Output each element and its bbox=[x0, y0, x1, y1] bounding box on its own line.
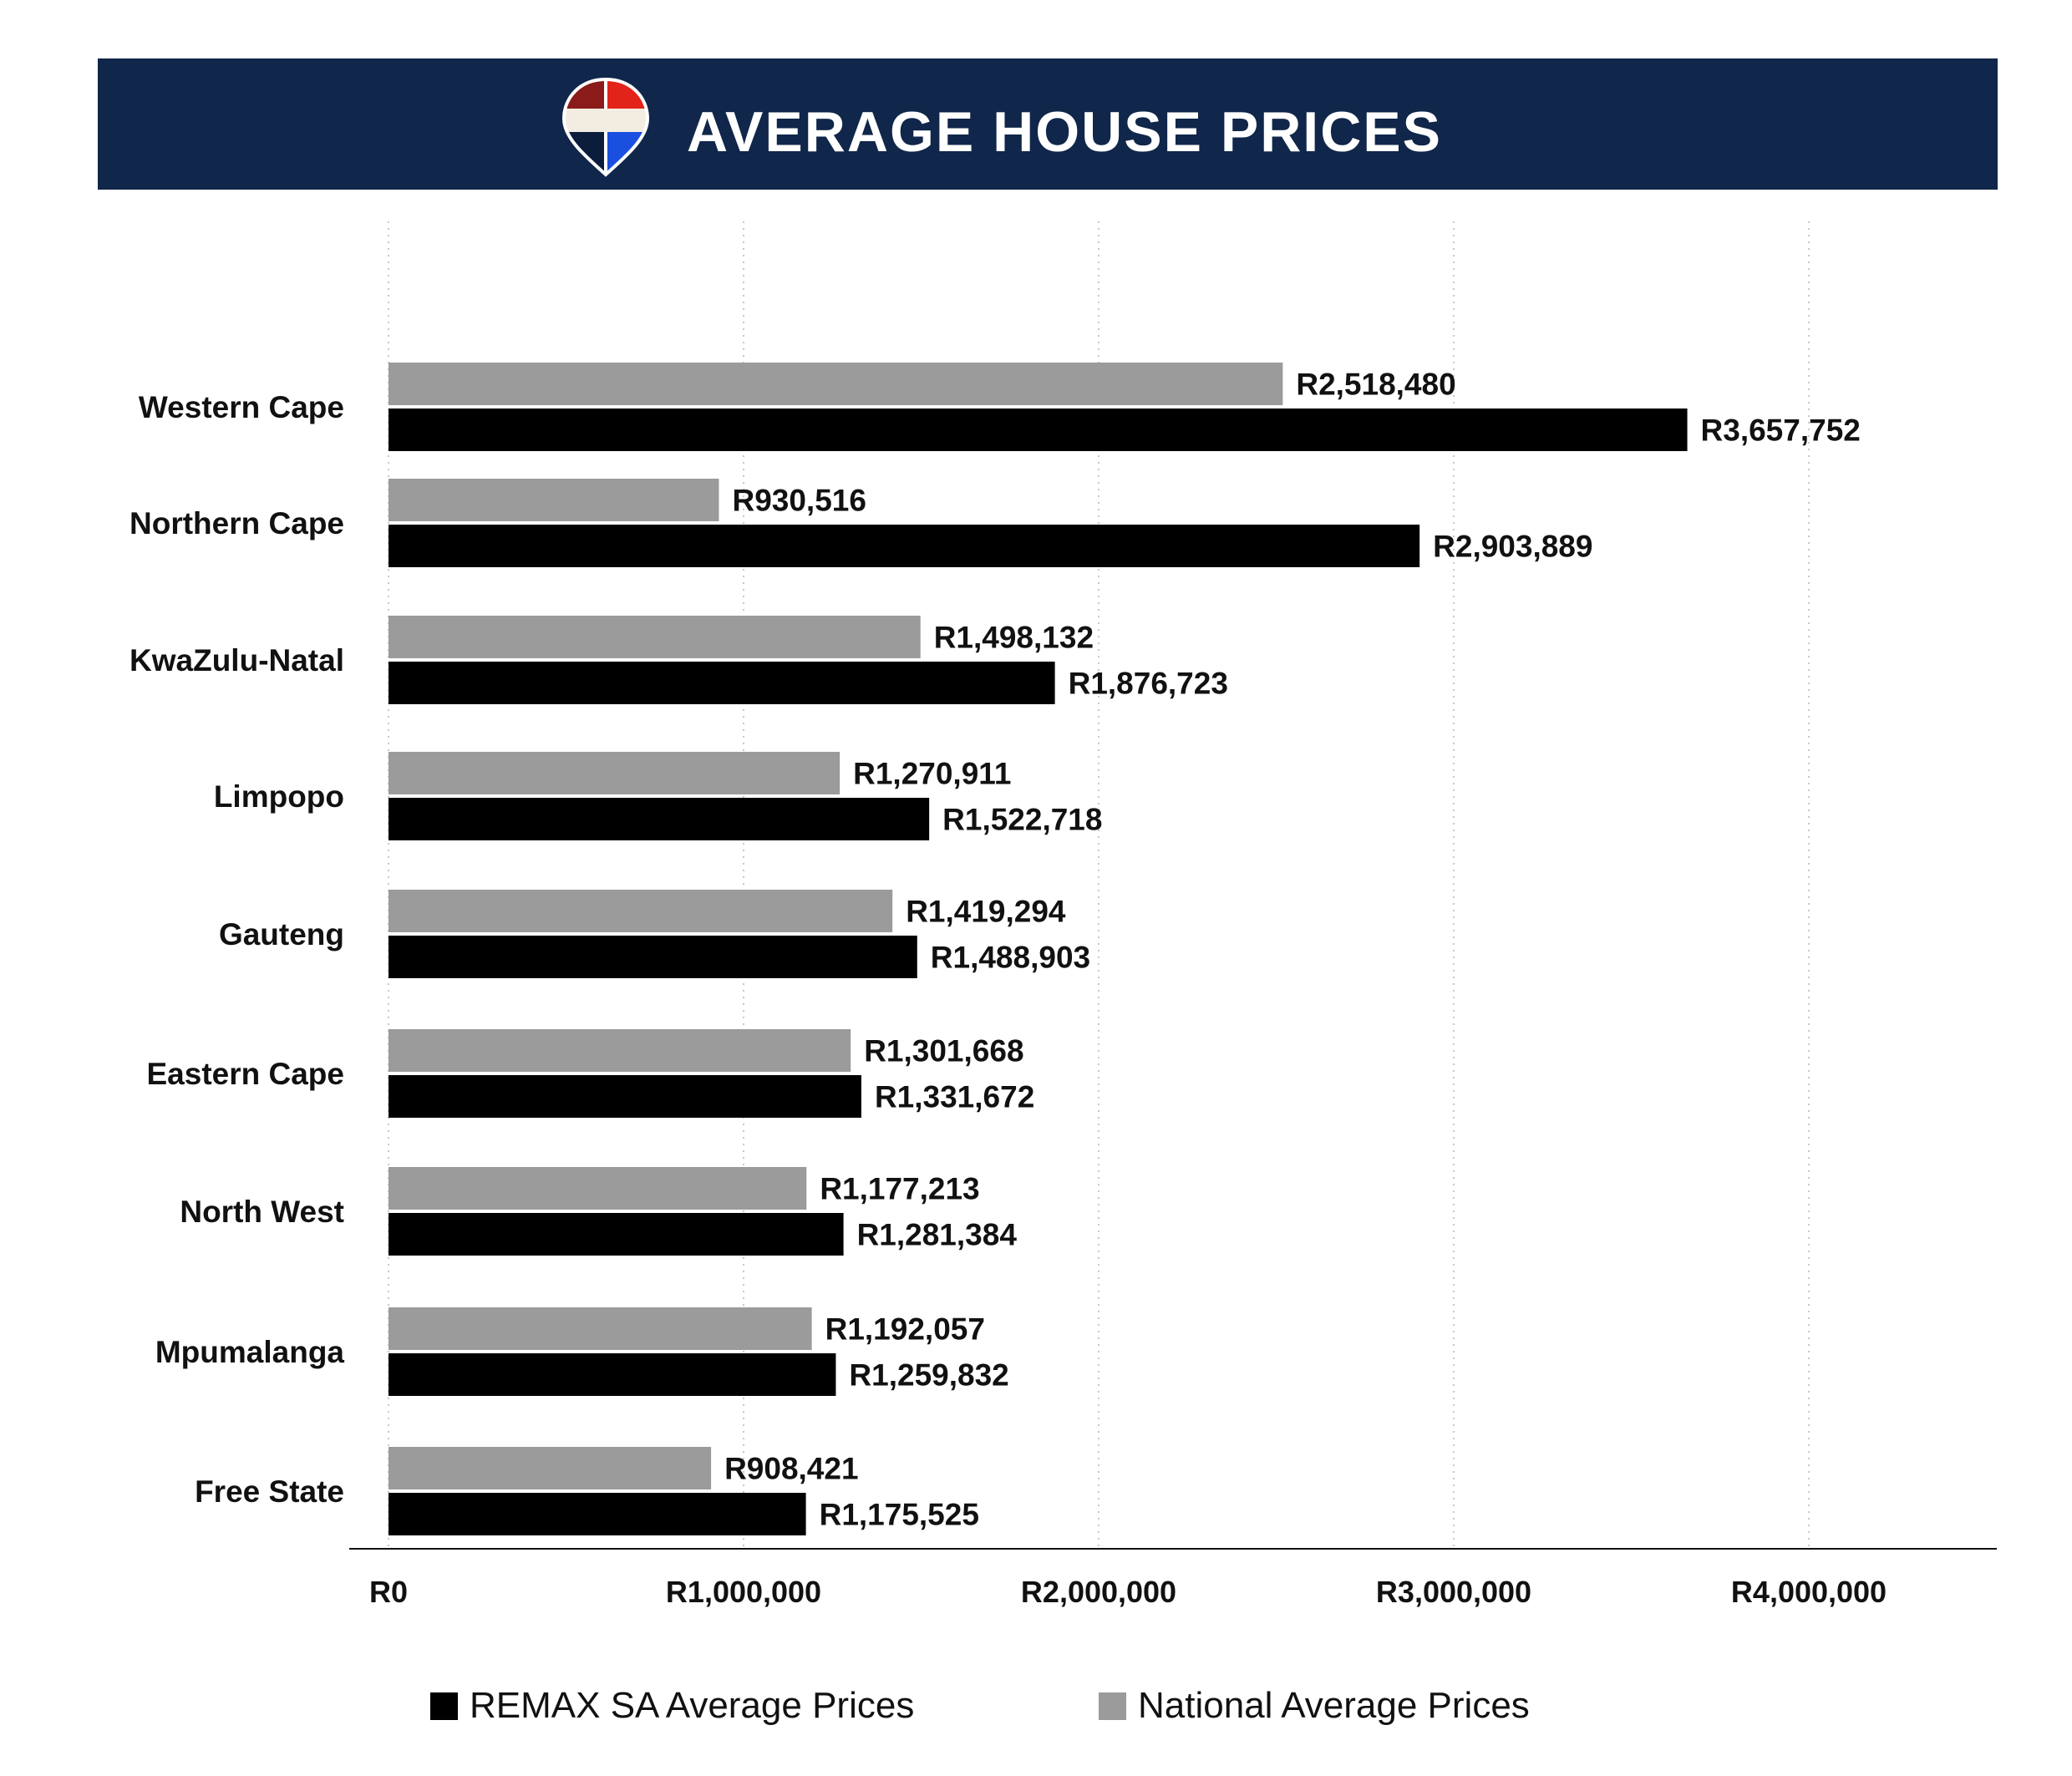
data-label-remax: R1,488,903 bbox=[931, 941, 1090, 975]
title-banner bbox=[98, 58, 1998, 190]
category-label: Free State bbox=[195, 1474, 344, 1509]
x-tick-label: R4,000,000 bbox=[1731, 1575, 1887, 1609]
bar-national bbox=[388, 1447, 712, 1489]
bar-national bbox=[388, 1029, 851, 1072]
data-label-national: R1,270,911 bbox=[853, 757, 1011, 791]
category-label: Gauteng bbox=[219, 917, 344, 951]
bar-remax bbox=[388, 525, 1420, 567]
category-label: Eastern Cape bbox=[147, 1057, 345, 1091]
data-label-national: R1,498,132 bbox=[934, 621, 1094, 655]
bar-remax bbox=[388, 798, 930, 840]
data-label-remax: R1,331,672 bbox=[875, 1080, 1034, 1114]
bar-national bbox=[388, 363, 1283, 405]
bar-national bbox=[388, 1307, 812, 1350]
data-label-national: R1,301,668 bbox=[864, 1034, 1023, 1068]
data-label-remax: R3,657,752 bbox=[1701, 414, 1861, 448]
data-label-national: R1,192,057 bbox=[825, 1312, 985, 1347]
data-label-national: R2,518,480 bbox=[1296, 368, 1455, 402]
data-label-national: R930,516 bbox=[732, 484, 866, 518]
data-label-remax: R1,281,384 bbox=[857, 1218, 1018, 1252]
data-label-national: R1,177,213 bbox=[820, 1172, 979, 1206]
chart-title: AVERAGE HOUSE PRICES bbox=[687, 100, 1443, 164]
data-label-remax: R1,876,723 bbox=[1069, 667, 1228, 701]
x-tick-label: R2,000,000 bbox=[1021, 1575, 1176, 1609]
category-label: Western Cape bbox=[139, 390, 344, 424]
data-label-remax: R1,259,832 bbox=[849, 1358, 1008, 1393]
category-label: North West bbox=[180, 1195, 344, 1229]
data-label-remax: R2,903,889 bbox=[1433, 530, 1592, 564]
remax-balloon-icon bbox=[561, 77, 650, 177]
bar-national bbox=[388, 1167, 807, 1210]
bar-remax bbox=[388, 662, 1055, 704]
bar-remax bbox=[388, 936, 917, 978]
category-label: Mpumalanga bbox=[155, 1335, 345, 1369]
bar-national bbox=[388, 616, 921, 658]
bar-remax bbox=[388, 1353, 836, 1396]
category-label: KwaZulu-Natal bbox=[130, 643, 344, 677]
data-label-national: R908,421 bbox=[724, 1452, 858, 1486]
legend-label-remax: REMAX SA Average Prices bbox=[470, 1685, 915, 1726]
bar-national bbox=[388, 890, 893, 932]
bar-national bbox=[388, 479, 719, 521]
data-label-remax: R1,175,525 bbox=[820, 1498, 979, 1532]
data-label-remax: R1,522,718 bbox=[942, 803, 1102, 837]
bar-remax bbox=[388, 1075, 861, 1118]
legend-label-national: National Average Prices bbox=[1138, 1685, 1530, 1726]
bar-remax bbox=[388, 1213, 844, 1256]
bar-remax bbox=[388, 408, 1688, 451]
category-label: Northern Cape bbox=[130, 506, 344, 540]
legend-swatch-national bbox=[1099, 1692, 1126, 1720]
x-tick-label: R0 bbox=[369, 1575, 408, 1609]
category-label: Limpopo bbox=[214, 779, 344, 814]
legend-swatch-remax bbox=[430, 1692, 458, 1720]
legend-item-national: National Average Prices bbox=[1099, 1679, 1530, 1733]
bar-national bbox=[388, 752, 840, 794]
x-tick-label: R3,000,000 bbox=[1376, 1575, 1531, 1609]
bar-remax bbox=[388, 1493, 806, 1535]
data-label-national: R1,419,294 bbox=[906, 895, 1066, 929]
legend-item-remax: REMAX SA Average Prices bbox=[430, 1679, 914, 1733]
x-tick-label: R1,000,000 bbox=[666, 1575, 821, 1609]
